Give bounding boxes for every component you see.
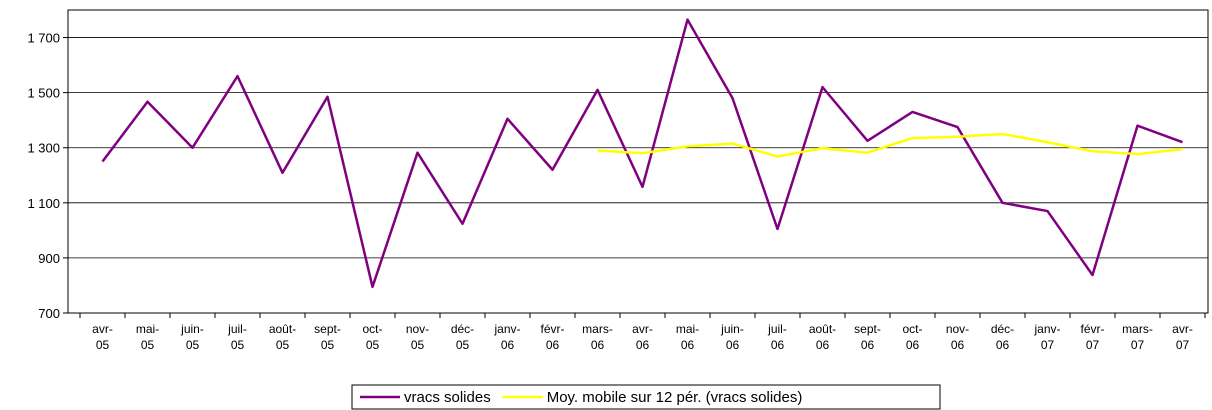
x-tick-label-line: 05 bbox=[186, 338, 200, 352]
x-tick-label-line: août- bbox=[269, 322, 296, 336]
x-tick-label-line: 06 bbox=[861, 338, 875, 352]
x-tick-label: mai- 06 bbox=[676, 322, 699, 352]
x-tick-label-line: mai- bbox=[136, 322, 159, 336]
x-tick-label: mai- 05 bbox=[136, 322, 159, 352]
x-tick-label-line: avr- bbox=[1172, 322, 1193, 336]
x-tick-label-line: mars- bbox=[1122, 322, 1153, 336]
x-tick-label-line: 06 bbox=[996, 338, 1010, 352]
x-tick-label-line: sept- bbox=[854, 322, 881, 336]
plot-frame bbox=[67, 9, 1209, 314]
x-tick-label-line: nov- bbox=[406, 322, 429, 336]
x-tick-label-line: 05 bbox=[321, 338, 335, 352]
x-tick-label-line: févr- bbox=[1081, 322, 1105, 336]
x-tick-label: nov- 05 bbox=[406, 322, 429, 352]
x-tick-label: avr- 05 bbox=[92, 322, 113, 352]
x-tick-label: févr- 07 bbox=[1081, 322, 1105, 352]
x-tick-label: juil- 06 bbox=[767, 322, 787, 352]
x-tick-label: janv- 07 bbox=[1033, 322, 1060, 352]
x-tick-label-line: nov- bbox=[946, 322, 969, 336]
x-tick-label: juin- 06 bbox=[720, 322, 744, 352]
y-tick-label: 1 700 bbox=[27, 31, 60, 46]
x-tick-label: sept- 06 bbox=[854, 322, 881, 352]
x-tick-label: déc- 06 bbox=[991, 322, 1014, 352]
x-tick-label: janv- 06 bbox=[493, 322, 520, 352]
x-tick-label-line: mai- bbox=[676, 322, 699, 336]
y-tick-label: 700 bbox=[38, 306, 60, 321]
x-tick-label: oct- 06 bbox=[902, 322, 922, 352]
x-tick-label-line: avr- bbox=[632, 322, 653, 336]
x-tick-label: juil- 05 bbox=[227, 322, 247, 352]
x-tick-label: mars- 06 bbox=[582, 322, 613, 352]
x-tick-label-line: janv- bbox=[493, 322, 520, 336]
series-line bbox=[101, 18, 1183, 289]
x-tick-label-line: 06 bbox=[546, 338, 560, 352]
x-tick-label-line: 06 bbox=[681, 338, 695, 352]
x-tick-label-line: 06 bbox=[591, 338, 605, 352]
legend-box bbox=[351, 384, 941, 410]
x-tick-label-line: juin- bbox=[720, 322, 744, 336]
x-tick-label: avr- 07 bbox=[1172, 322, 1193, 352]
x-tick-label-line: 07 bbox=[1086, 338, 1100, 352]
y-tick-label: 1 500 bbox=[27, 86, 60, 101]
x-tick-label-line: 06 bbox=[771, 338, 785, 352]
x-tick-label: févr- 06 bbox=[541, 322, 565, 352]
x-tick-label-line: févr- bbox=[541, 322, 565, 336]
x-tick-label-line: juin- bbox=[180, 322, 204, 336]
x-tick-label-line: oct- bbox=[362, 322, 382, 336]
legend-label: Moy. mobile sur 12 pér. (vracs solides) bbox=[547, 389, 803, 406]
x-tick-label: avr- 06 bbox=[632, 322, 653, 352]
x-tick-label-line: juil- bbox=[767, 322, 787, 336]
x-tick-label-line: avr- bbox=[92, 322, 113, 336]
x-tick-label-line: 06 bbox=[951, 338, 965, 352]
y-tick-label: 900 bbox=[38, 251, 60, 266]
x-tick-label-line: 07 bbox=[1176, 338, 1190, 352]
x-tick-label: oct- 05 bbox=[362, 322, 382, 352]
x-tick-label-line: déc- bbox=[991, 322, 1014, 336]
x-tick-label-line: 05 bbox=[366, 338, 380, 352]
x-tick-label-line: 06 bbox=[906, 338, 920, 352]
x-tick-label-line: 07 bbox=[1041, 338, 1055, 352]
x-tick-label: sept- 05 bbox=[314, 322, 341, 352]
series-line bbox=[597, 132, 1183, 158]
x-tick-label-line: sept- bbox=[314, 322, 341, 336]
x-tick-label: juin- 05 bbox=[180, 322, 204, 352]
y-tick-label: 1 100 bbox=[27, 196, 60, 211]
x-tick-label-line: 05 bbox=[276, 338, 290, 352]
x-tick-label-line: 06 bbox=[816, 338, 830, 352]
x-tick-label-line: 06 bbox=[501, 338, 515, 352]
y-tick-label: 1 300 bbox=[27, 141, 60, 156]
x-tick-label: août- 05 bbox=[269, 322, 296, 352]
x-tick-label-line: 05 bbox=[96, 338, 110, 352]
x-tick-label-line: mars- bbox=[582, 322, 613, 336]
x-tick-label-line: janv- bbox=[1033, 322, 1060, 336]
x-tick-label-line: 05 bbox=[411, 338, 425, 352]
x-tick-label-line: déc- bbox=[451, 322, 474, 336]
x-tick-label-line: 06 bbox=[636, 338, 650, 352]
x-tick-label-line: 05 bbox=[231, 338, 245, 352]
x-tick-label: mars- 07 bbox=[1122, 322, 1153, 352]
x-tick-label-line: oct- bbox=[902, 322, 922, 336]
x-tick-label: nov- 06 bbox=[946, 322, 969, 352]
x-tick-label-line: juil- bbox=[227, 322, 247, 336]
x-tick-label-line: 06 bbox=[726, 338, 740, 352]
x-tick-label-line: août- bbox=[809, 322, 836, 336]
x-tick-label-line: 05 bbox=[456, 338, 470, 352]
x-tick-label-line: 07 bbox=[1131, 338, 1145, 352]
x-tick-label: août- 06 bbox=[809, 322, 836, 352]
legend-label: vracs solides bbox=[404, 389, 491, 406]
x-tick-label-line: 05 bbox=[141, 338, 155, 352]
x-tick-label: déc- 05 bbox=[451, 322, 474, 352]
